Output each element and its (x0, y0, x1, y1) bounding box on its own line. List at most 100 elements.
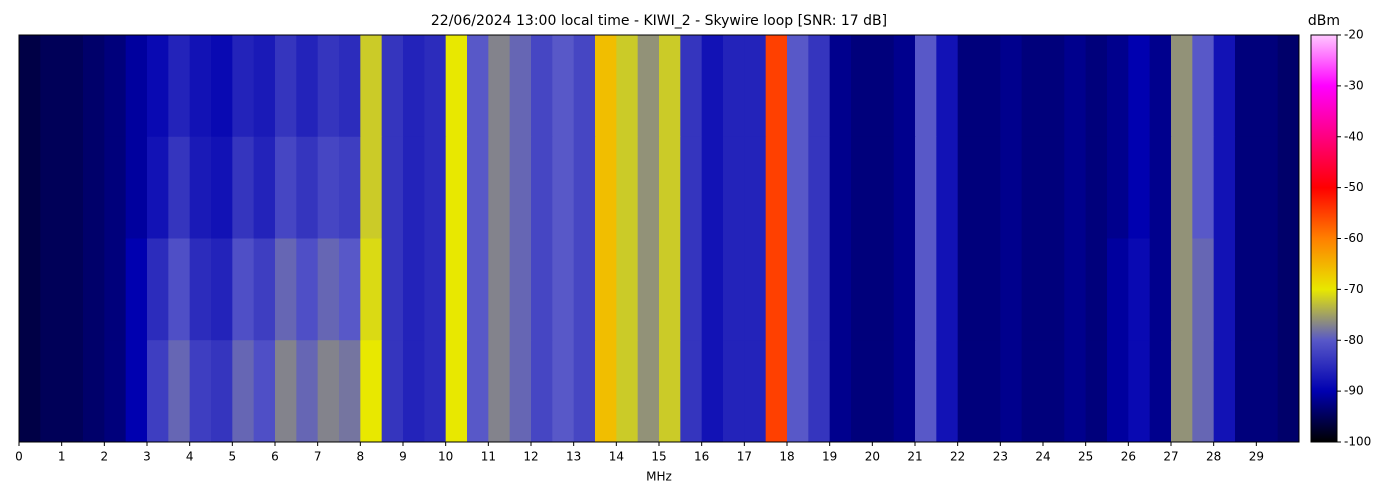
heatmap-cell (616, 35, 639, 138)
x-tick-label: 13 (566, 450, 581, 464)
heatmap-cell (147, 340, 169, 443)
heatmap-cell (275, 238, 297, 341)
heatmap-cell (253, 340, 276, 443)
heatmap-cell (872, 136, 895, 239)
heatmap-cell (147, 35, 169, 138)
heatmap-cell (1213, 238, 1236, 341)
heatmap-cell (1000, 238, 1023, 341)
heatmap-cell (744, 136, 767, 239)
heatmap-cell (275, 340, 297, 443)
heatmap-cell (61, 35, 84, 138)
heatmap-cell (1256, 238, 1279, 341)
heatmap-cell (1235, 340, 1257, 443)
heatmap-cell (659, 238, 681, 341)
heatmap-cell (723, 238, 745, 341)
heatmap-cell (445, 35, 468, 138)
colorbar-tick-label: -70 (1344, 282, 1364, 296)
x-tick-label: 7 (314, 450, 322, 464)
heatmap-cell (1043, 35, 1065, 138)
heatmap-cell (104, 238, 127, 341)
heatmap-cell (723, 35, 745, 138)
heatmap-cell (531, 35, 553, 138)
heatmap-cell (232, 340, 255, 443)
x-tick-label: 1 (58, 450, 66, 464)
heatmap-cell (1043, 136, 1065, 239)
heatmap-cell (957, 238, 980, 341)
heatmap-cell (1213, 136, 1236, 239)
heatmap-cell (275, 35, 297, 138)
heatmap-cell (765, 238, 788, 341)
x-tick-label: 0 (15, 450, 23, 464)
heatmap-cell (979, 136, 1001, 239)
heatmap-cell (723, 136, 745, 239)
heatmap-cell (1021, 136, 1044, 239)
heatmap-cell (296, 136, 319, 239)
heatmap-cell (1277, 35, 1300, 138)
heatmap-cell (61, 340, 84, 443)
x-tick-label: 10 (438, 450, 453, 464)
x-tick-label: 27 (1163, 450, 1178, 464)
heatmap-cell (360, 340, 383, 443)
heatmap-cell (488, 238, 511, 341)
heatmap-cell (851, 340, 873, 443)
heatmap-cell (467, 238, 489, 341)
heatmap-cell (381, 35, 404, 138)
heatmap-cell (915, 136, 937, 239)
heatmap-cell (637, 35, 660, 138)
heatmap-cell (1000, 136, 1023, 239)
heatmap-cell (83, 238, 105, 341)
heatmap-cell (979, 35, 1001, 138)
heatmap-cell (445, 136, 468, 239)
x-tick-label: 12 (523, 450, 538, 464)
heatmap-cell (253, 35, 276, 138)
heatmap-cell (83, 340, 105, 443)
heatmap-cell (829, 238, 852, 341)
heatmap-cell (829, 340, 852, 443)
heatmap-cell (595, 340, 617, 443)
heatmap-cell (403, 35, 425, 138)
heatmap-cell (1256, 136, 1279, 239)
heatmap-cell (1085, 340, 1108, 443)
x-axis-label: MHz (646, 470, 672, 484)
heatmap-cell (893, 136, 916, 239)
heatmap-cell (488, 340, 511, 443)
heatmap-cell (744, 340, 767, 443)
heatmap-cell (744, 238, 767, 341)
heatmap-cell (509, 136, 532, 239)
heatmap-cell (83, 136, 105, 239)
heatmap-cell (851, 136, 873, 239)
heatmap-cell (595, 35, 617, 138)
heatmap-cell (168, 238, 191, 341)
x-tick-label: 24 (1035, 450, 1050, 464)
heatmap-cell (296, 340, 319, 443)
heatmap-cell (936, 340, 959, 443)
heatmap-cell (787, 238, 809, 341)
heatmap-cell (659, 340, 681, 443)
heatmap-cell (488, 35, 511, 138)
heatmap-cell (531, 340, 553, 443)
x-tick-label: 19 (822, 450, 837, 464)
heatmap-cell (979, 340, 1001, 443)
heatmap-cell (467, 340, 489, 443)
heatmap-cell (531, 136, 553, 239)
heatmap-cell (893, 340, 916, 443)
heatmap-cell (104, 136, 127, 239)
x-tick-label: 22 (950, 450, 965, 464)
heatmap-cell (61, 136, 84, 239)
x-tick-label: 2 (101, 450, 109, 464)
heatmap-cell (680, 340, 703, 443)
heatmap-cell (104, 35, 127, 138)
heatmap-cell (211, 35, 233, 138)
x-tick-label: 28 (1206, 450, 1221, 464)
heatmap-cell (680, 136, 703, 239)
x-tick-label: 14 (609, 450, 624, 464)
heatmap-cell (467, 136, 489, 239)
heatmap-cell (915, 238, 937, 341)
heatmap-cell (595, 136, 617, 239)
heatmap-cell (957, 136, 980, 239)
heatmap-cell (1064, 238, 1087, 341)
heatmap-cell (1128, 35, 1151, 138)
heatmap-cell (19, 238, 41, 341)
x-tick-label: 20 (865, 450, 880, 464)
heatmap-cell (467, 35, 489, 138)
